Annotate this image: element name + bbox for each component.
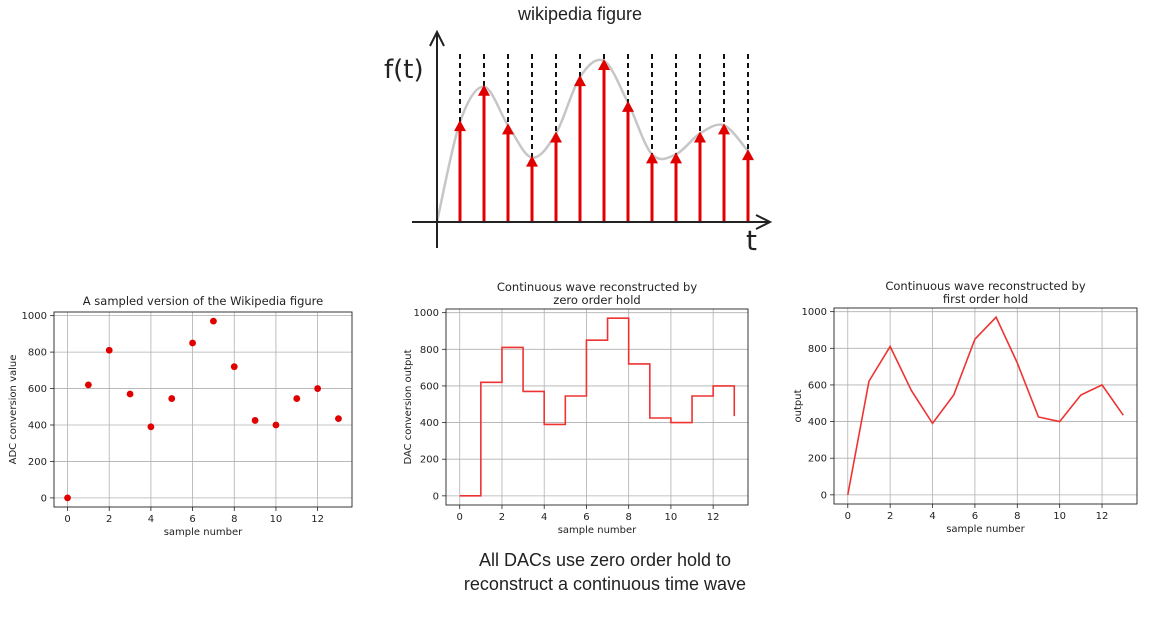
y-tick-label: 1000 xyxy=(22,311,47,322)
x-tick-label: 0 xyxy=(845,511,851,522)
x-axis-label: sample number xyxy=(164,527,243,538)
y-tick-label: 800 xyxy=(28,348,47,359)
series-line xyxy=(459,317,736,497)
x-tick-label: 6 xyxy=(972,511,978,522)
sample-arrow-head xyxy=(502,123,514,135)
data-point xyxy=(272,421,280,429)
x-axis-label: t xyxy=(746,224,757,256)
data-point xyxy=(251,417,259,424)
y-tick-label: 0 xyxy=(821,490,827,501)
caption: All DACs use zero order hold to reconstr… xyxy=(400,548,810,596)
chart-title: A sampled version of the Wikipedia figur… xyxy=(83,294,323,308)
y-tick-label: 600 xyxy=(420,381,439,392)
data-point xyxy=(210,317,217,325)
y-tick-label: 800 xyxy=(808,344,827,355)
sample-arrow-head xyxy=(670,152,682,164)
x-tick-label: 2 xyxy=(499,512,505,523)
sample-arrow-head xyxy=(646,152,658,164)
caption-line-1: All DACs use zero order hold to xyxy=(478,550,732,570)
x-tick-label: 12 xyxy=(311,514,324,525)
plot-frame xyxy=(833,307,1138,505)
y-tick-label: 0 xyxy=(433,491,439,502)
y-tick-label: 600 xyxy=(28,384,47,395)
plot-frame xyxy=(445,308,749,506)
x-axis-arrow xyxy=(755,214,773,230)
data-point xyxy=(168,395,176,402)
x-tick-label: 10 xyxy=(665,512,678,523)
x-tick-label: 0 xyxy=(64,514,70,525)
caption-line-2: reconstruct a continuous time wave xyxy=(463,574,747,594)
sampled-chart: A sampled version of the Wikipedia figur… xyxy=(8,294,353,538)
y-tick-label: 400 xyxy=(420,418,439,429)
x-tick-label: 0 xyxy=(457,512,463,523)
chart-title: Continuous wave reconstructed by xyxy=(885,279,1085,293)
y-axis-label: f(t) xyxy=(384,55,424,85)
x-tick-label: 8 xyxy=(1014,511,1020,522)
y-tick-label: 1000 xyxy=(414,308,439,319)
y-tick-label: 0 xyxy=(41,493,47,504)
data-point xyxy=(147,423,155,431)
sample-arrow-head xyxy=(526,155,538,167)
chart-title: zero order hold xyxy=(553,293,640,307)
x-tick-label: 8 xyxy=(625,512,631,523)
y-axis-label: DAC conversion output xyxy=(403,349,414,464)
data-point xyxy=(189,339,196,347)
data-point xyxy=(84,381,92,389)
data-point xyxy=(105,346,113,354)
x-tick-label: 6 xyxy=(583,512,589,523)
y-tick-label: 800 xyxy=(420,345,439,356)
sample-arrow-head xyxy=(598,59,610,70)
y-axis-arrow xyxy=(429,29,445,47)
y-tick-label: 600 xyxy=(808,380,827,391)
figure-title: wikipedia figure xyxy=(517,4,643,24)
data-point xyxy=(230,363,238,371)
x-tick-label: 4 xyxy=(541,512,547,523)
sample-arrow-head xyxy=(694,131,706,143)
x-tick-label: 4 xyxy=(148,514,154,525)
y-tick-label: 1000 xyxy=(802,307,827,318)
x-tick-label: 4 xyxy=(929,511,935,522)
x-tick-label: 10 xyxy=(1053,511,1066,522)
chart-title: Continuous wave reconstructed by xyxy=(497,280,697,294)
y-axis-label: output xyxy=(793,389,804,422)
y-tick-label: 400 xyxy=(28,420,47,431)
sample-arrow-head xyxy=(622,100,634,112)
data-point xyxy=(335,415,342,423)
sample-arrow-head xyxy=(454,120,466,132)
x-axis-label: sample number xyxy=(946,524,1025,535)
plot-frame xyxy=(53,311,353,508)
y-tick-label: 200 xyxy=(808,454,827,465)
series-line xyxy=(846,315,1124,495)
y-tick-label: 200 xyxy=(420,455,439,466)
x-tick-label: 12 xyxy=(1096,511,1109,522)
sample-arrow-head xyxy=(478,84,490,96)
x-tick-label: 12 xyxy=(707,512,720,523)
y-axis-label: ADC conversion value xyxy=(8,355,19,465)
x-tick-label: 6 xyxy=(189,514,195,525)
sample-arrow-head xyxy=(550,131,562,143)
y-tick-label: 200 xyxy=(28,457,47,468)
x-axis-label: sample number xyxy=(558,525,637,536)
data-point xyxy=(314,385,322,392)
x-tick-label: 10 xyxy=(270,514,283,525)
sample-arrow-head xyxy=(574,75,586,87)
data-point xyxy=(126,390,134,398)
data-point xyxy=(293,395,301,402)
x-tick-label: 8 xyxy=(231,514,237,525)
x-tick-label: 2 xyxy=(106,514,112,525)
x-tick-label: 2 xyxy=(887,511,893,522)
data-point xyxy=(64,494,71,502)
wikipedia-figure: f(t) t xyxy=(384,29,773,256)
sample-arrow-head xyxy=(718,123,730,135)
chart-title: first order hold xyxy=(943,292,1028,306)
sample-arrow-head xyxy=(742,149,754,161)
y-tick-label: 400 xyxy=(808,417,827,428)
